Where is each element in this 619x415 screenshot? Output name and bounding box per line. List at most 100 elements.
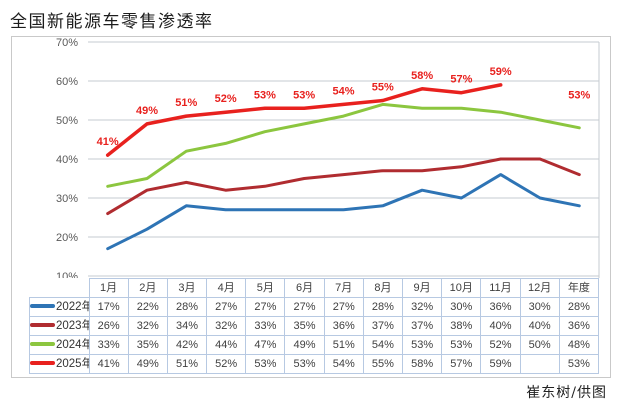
data-label-2025年: 49%	[136, 105, 158, 117]
table-row: 2023年26%32%34%32%33%35%36%37%37%38%40%40…	[29, 315, 600, 336]
table-corner-cell	[30, 279, 90, 298]
data-label-2025年: 57%	[450, 74, 472, 86]
legend-swatch-icon	[30, 360, 55, 365]
credit-text: 崔东树/供图	[526, 385, 607, 401]
table-header-cell: 5月	[245, 278, 286, 298]
table-header-cell: 1月	[88, 278, 129, 298]
table-value-cell: 52%	[480, 334, 521, 355]
table-value-cell	[519, 353, 560, 374]
table-header-cell: 年度	[558, 278, 600, 298]
table-value-cell: 53%	[245, 353, 286, 374]
table-value-cell: 27%	[323, 296, 364, 317]
table-value-cell: 27%	[206, 296, 247, 317]
table-value-cell: 49%	[127, 353, 168, 374]
legend-cell: 2025年	[29, 353, 90, 374]
page-title: 全国新能源车零售渗透率	[10, 12, 214, 32]
table-value-cell: 53%	[284, 353, 325, 374]
legend-swatch-icon	[30, 303, 55, 308]
table-value-cell: 26%	[88, 315, 129, 336]
series-line-2025年	[105, 83, 503, 157]
table-value-cell: 51%	[166, 353, 208, 374]
y-axis-tick-label: 20%	[56, 232, 78, 244]
legend-cell: 2023年	[29, 315, 90, 336]
table-value-cell: 22%	[127, 296, 168, 317]
table-value-cell: 28%	[166, 296, 208, 317]
series-line-2024年	[106, 102, 581, 188]
legend-cell: 2024年	[29, 334, 90, 355]
data-label-2025年: 52%	[215, 93, 237, 105]
table-header-cell: 12月	[519, 278, 560, 298]
table-value-cell: 44%	[206, 334, 247, 355]
table-value-cell: 40%	[519, 315, 560, 336]
table-value-cell: 51%	[323, 334, 364, 355]
y-axis-tick-label: 30%	[56, 193, 78, 205]
table-value-cell: 32%	[127, 315, 168, 336]
table-header-cell: 10月	[441, 278, 482, 298]
table-row: 2024年33%35%42%44%47%49%51%54%53%53%52%50…	[29, 334, 600, 355]
table-value-cell: 17%	[88, 296, 129, 317]
y-axis-tick-label: 60%	[56, 76, 78, 88]
table-value-cell: 36%	[558, 315, 600, 336]
y-axis-tick-label: 40%	[56, 154, 78, 166]
line-chart: 70% 60% 50% 40% 30% 20% 10% 41% 49% 51% 52% 53% 53% 5…	[56, 37, 600, 278]
table-header-cell: 6月	[284, 278, 325, 298]
table-header-row: 1月 2月 3月 4月 5月 6月 7月 8月 9月 10月 11月 12月 年度	[30, 278, 600, 298]
data-table: 1月2月3月4月5月6月7月8月9月10月11月12月年度2022年17%22%…	[29, 278, 600, 374]
table-header-cell: 8月	[362, 278, 404, 298]
table-value-cell: 54%	[362, 334, 404, 355]
legend-swatch-icon	[30, 322, 55, 327]
table-value-cell: 33%	[88, 334, 129, 355]
y-axis-tick-label: 50%	[56, 115, 78, 127]
y-axis-tick-label: 10%	[56, 271, 78, 278]
legend-label: 2023年	[56, 319, 88, 332]
table-row: 2025年41%49%51%52%53%53%54%55%58%57%59%53…	[29, 353, 600, 374]
legend-cell: 2022年	[29, 296, 90, 317]
table-value-cell: 27%	[284, 296, 325, 317]
table-value-cell: 34%	[166, 315, 208, 336]
series-line-2022年	[106, 173, 581, 251]
table-header-cell: 11月	[480, 278, 521, 298]
table-value-cell: 58%	[401, 353, 443, 374]
table-value-cell: 33%	[245, 315, 286, 336]
table-value-cell: 55%	[362, 353, 404, 374]
table-value-cell: 52%	[206, 353, 247, 374]
table-value-cell: 35%	[127, 334, 168, 355]
chart-figure: 70% 60% 50% 40% 30% 20% 10% 41% 49% 51% 52% 53% 53% 5…	[11, 36, 611, 378]
table-value-cell: 41%	[88, 353, 129, 374]
y-axis-tick-label: 70%	[56, 37, 78, 49]
table-value-cell: 35%	[284, 315, 325, 336]
table-value-cell: 57%	[441, 353, 482, 374]
data-label-2025年: 58%	[411, 70, 433, 82]
table-value-cell: 27%	[245, 296, 286, 317]
series-line-2023年	[106, 157, 581, 216]
legend-label: 2024年	[56, 338, 88, 351]
table-value-cell: 50%	[519, 334, 560, 355]
table-value-cell: 28%	[558, 296, 600, 317]
table-value-cell: 36%	[480, 296, 521, 317]
legend-label: 2022年	[56, 300, 88, 313]
table-value-cell: 53%	[401, 334, 443, 355]
legend-label: 2025年	[56, 357, 88, 370]
data-label-2025年: 41%	[97, 136, 119, 148]
table-value-cell: 48%	[558, 334, 600, 355]
data-label-2025年: 59%	[490, 66, 512, 78]
data-label-2025年: 55%	[372, 82, 394, 94]
table-value-cell: 49%	[284, 334, 325, 355]
table-value-cell: 32%	[401, 296, 443, 317]
data-label-2025年: 54%	[332, 85, 354, 97]
table-value-cell: 30%	[519, 296, 560, 317]
table-row: 2022年17%22%28%27%27%27%27%28%32%30%36%30…	[29, 296, 600, 317]
table-value-cell: 54%	[323, 353, 364, 374]
table-value-cell: 37%	[362, 315, 404, 336]
table-value-cell: 36%	[323, 315, 364, 336]
table-value-cell: 53%	[441, 334, 482, 355]
table-value-cell: 30%	[441, 296, 482, 317]
table-value-cell: 28%	[362, 296, 404, 317]
legend-swatch-icon	[30, 341, 55, 346]
table-value-cell: 47%	[245, 334, 286, 355]
data-label-2025年: 51%	[175, 97, 197, 109]
table-value-cell: 37%	[401, 315, 443, 336]
table-value-cell: 32%	[206, 315, 247, 336]
data-label-2025年: 53%	[254, 89, 276, 101]
